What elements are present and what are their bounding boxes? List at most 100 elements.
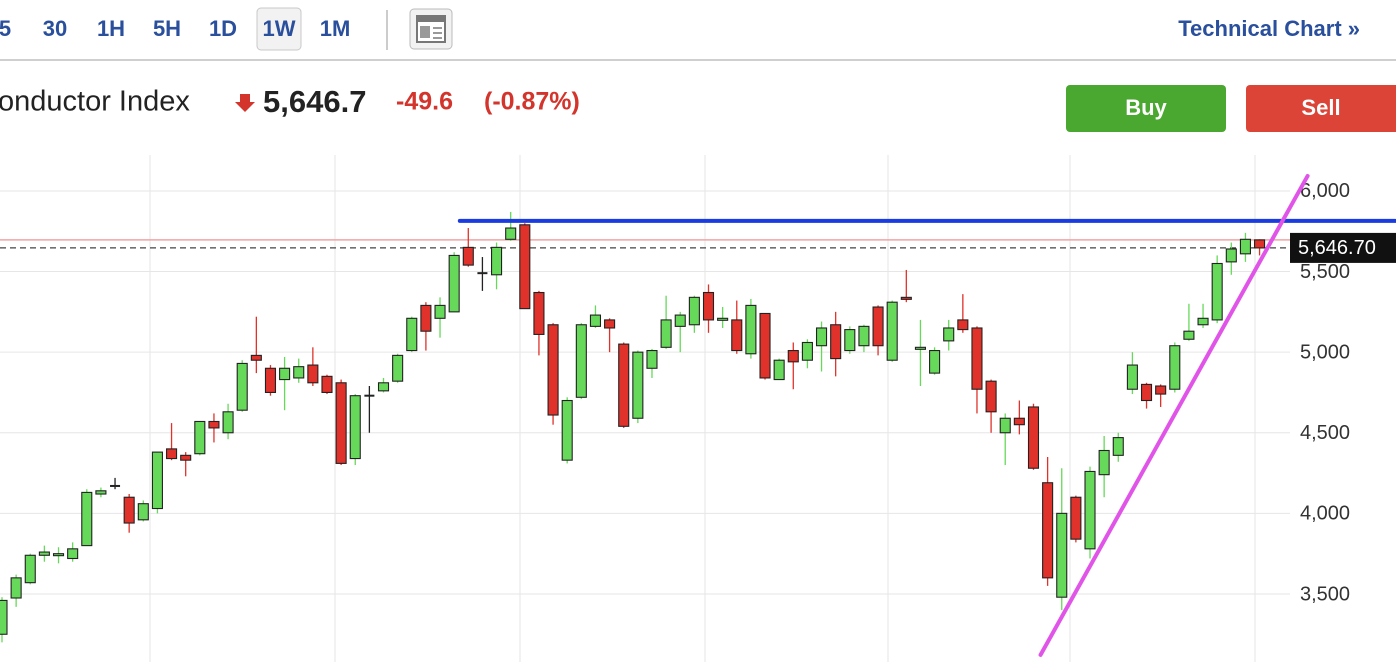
interval-button[interactable]: 1D	[209, 16, 237, 41]
down-arrow	[235, 94, 255, 112]
quote-bar: onductor Index 5,646.7 -49.6 (-0.87%) Bu…	[0, 84, 1396, 132]
last-price-tag	[1290, 232, 1396, 263]
candle-body	[533, 291, 545, 335]
candle-body	[166, 448, 178, 460]
candle-body	[999, 417, 1011, 434]
candle-body	[1126, 364, 1138, 390]
candle-body	[1254, 239, 1266, 249]
candle-body	[364, 394, 375, 397]
sell-button-bg	[1246, 85, 1396, 132]
candle-body	[985, 380, 997, 413]
candle-body	[702, 291, 715, 321]
buy-button[interactable]: Buy	[1066, 85, 1226, 132]
candle-body	[335, 382, 347, 464]
y-tick-label: 5,000	[1300, 341, 1350, 363]
candle-body	[1211, 262, 1223, 321]
trend-line	[1038, 173, 1310, 657]
selected-interval-box	[256, 7, 302, 51]
candle-body	[236, 362, 248, 411]
candle-body	[505, 227, 517, 240]
last-price: 5,646.7	[263, 84, 366, 119]
candle-body	[406, 317, 418, 352]
candle-body	[759, 312, 771, 379]
candle-body	[632, 351, 644, 419]
candle-body	[377, 382, 390, 392]
candle-body	[815, 327, 828, 347]
candle-body	[519, 224, 531, 310]
layout-icon[interactable]	[409, 8, 453, 50]
interval-button[interactable]: 1H	[97, 16, 125, 41]
candle-body	[208, 420, 220, 429]
candle-body	[448, 254, 460, 313]
buy-button-bg	[1066, 85, 1226, 132]
candle-body	[1056, 512, 1068, 598]
candle-body	[575, 324, 587, 398]
interval-button[interactable]: 1W	[263, 16, 296, 41]
candle-body	[1027, 406, 1040, 469]
interval-button[interactable]: 5	[0, 16, 11, 41]
candle-body	[462, 246, 474, 266]
candle-body	[1013, 417, 1025, 426]
price-change: -49.6	[396, 88, 453, 116]
candle-body	[547, 324, 559, 416]
instrument-name: onductor Index	[0, 86, 190, 118]
candle-body	[434, 304, 446, 319]
y-tick-label: 4,500	[1300, 422, 1350, 444]
candle-body	[38, 551, 50, 556]
candle-body	[222, 411, 234, 434]
candle-body	[745, 304, 757, 355]
candle-body	[957, 319, 969, 331]
toolbar: Technical Chart » 5 30 1H 5H 1D 1W 1M	[0, 7, 1396, 61]
interval-button[interactable]: 30	[43, 16, 67, 41]
candle-body	[279, 367, 291, 381]
candle-body	[900, 296, 912, 300]
candle-body	[717, 317, 729, 321]
technical-chart-link[interactable]: Technical Chart »	[1178, 16, 1360, 41]
candle-body	[307, 364, 319, 384]
y-tick-label: 4,000	[1300, 503, 1350, 525]
icon-bar	[417, 16, 445, 22]
candle-body	[392, 354, 404, 382]
candle-body	[858, 325, 870, 347]
y-tick-label: 5,500	[1300, 261, 1350, 283]
icon-block	[420, 26, 430, 38]
candle-body	[293, 366, 305, 379]
candle-body	[1225, 248, 1237, 263]
candle-body	[844, 329, 856, 352]
candle-body	[250, 354, 262, 361]
sell-button[interactable]: Sell	[1246, 85, 1396, 132]
candle-body	[137, 503, 149, 521]
candle-body	[674, 314, 686, 327]
y-tick-label: 6,000	[1300, 180, 1350, 202]
candle-body	[0, 599, 8, 635]
candle-body	[1183, 330, 1195, 340]
candle-body	[773, 359, 785, 381]
candle-body	[646, 349, 658, 369]
candle-body	[123, 496, 135, 524]
candle-body	[929, 349, 941, 374]
interval-button[interactable]: 5H	[153, 16, 181, 41]
candle-body	[1140, 383, 1153, 402]
candle-body	[95, 490, 107, 495]
candle-body	[110, 484, 121, 487]
candle-body	[943, 327, 955, 342]
candle-body	[1155, 385, 1167, 395]
candle-body	[660, 319, 672, 348]
candle-body	[151, 451, 163, 510]
candle-body	[180, 454, 192, 461]
buy-label[interactable]: Buy	[1125, 95, 1167, 120]
candle-body	[1112, 437, 1124, 456]
price-change-pct: (-0.87%)	[484, 88, 580, 116]
candle-body	[604, 319, 616, 329]
candle-body	[24, 554, 36, 584]
candle-body	[1169, 345, 1181, 390]
candle-body	[490, 246, 503, 276]
sell-label[interactable]: Sell	[1301, 95, 1340, 120]
candle-body	[914, 346, 927, 350]
candle-body	[872, 306, 884, 347]
interval-button[interactable]: 1M	[320, 16, 351, 41]
candle-body	[264, 367, 277, 394]
last-price-label: 5,646.70	[1298, 237, 1376, 259]
